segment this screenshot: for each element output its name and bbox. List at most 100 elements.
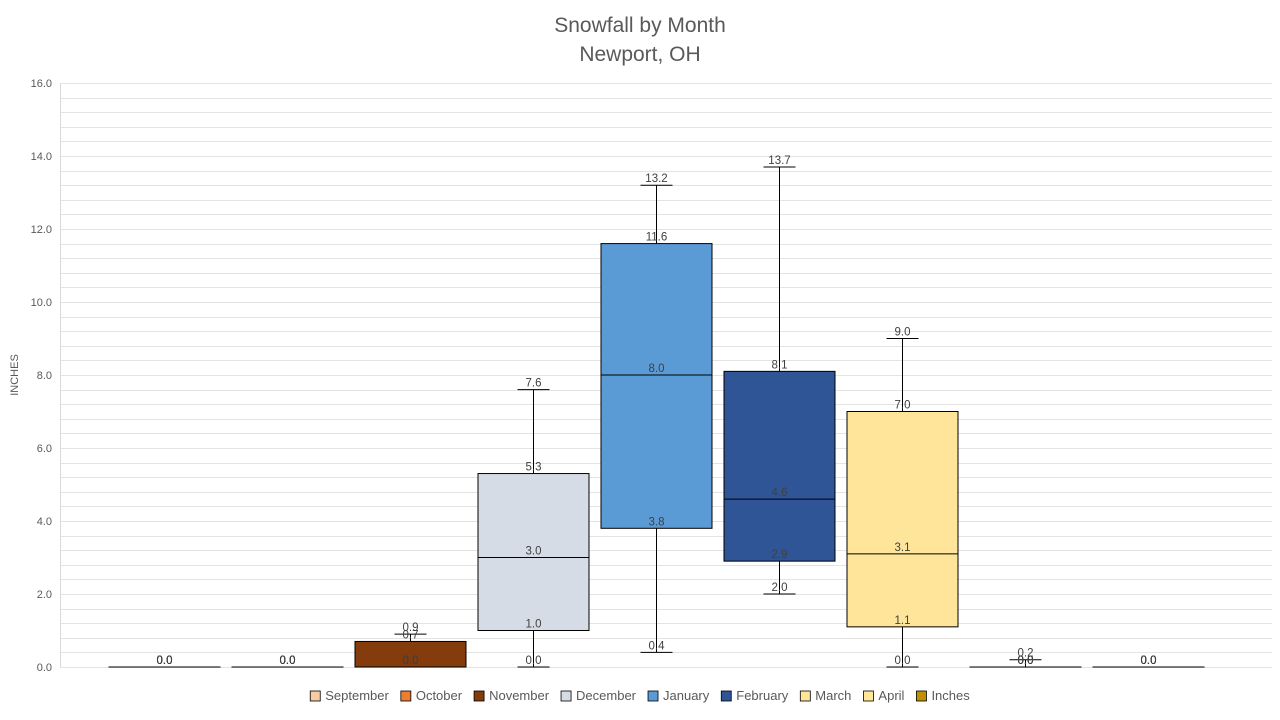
legend-label: January (663, 688, 710, 703)
legend-label: April (878, 688, 904, 703)
data-label: 1.1 (895, 615, 911, 627)
chart-subtitle: Newport, OH (579, 43, 700, 66)
data-label: 0.9 (403, 622, 419, 634)
legend-label: October (416, 688, 463, 703)
y-tick-label: 6.0 (37, 443, 52, 455)
data-label: 0.0 (526, 655, 542, 667)
box-april: 0.00.00.00.00.2 (969, 648, 1082, 668)
data-label: 0.2 (1018, 648, 1034, 660)
data-label: 0.0 (157, 655, 173, 667)
legend-swatch (799, 690, 811, 702)
data-label: 3.8 (649, 516, 665, 528)
box-inches: 0.00.00.00.00.0 (1092, 655, 1205, 668)
data-label: 0.0 (1018, 655, 1034, 667)
box-october: 0.00.00.00.00.0 (231, 655, 344, 668)
data-label: 7.6 (526, 378, 542, 390)
data-label: 13.7 (768, 155, 790, 167)
data-label: 0.0 (157, 655, 173, 667)
legend-swatch (309, 690, 321, 702)
data-label: 7.0 (895, 400, 911, 412)
legend-swatch (400, 690, 412, 702)
box-plots: 0.00.00.00.00.0 0.00.00.00.00.0 0.00.00.00… (108, 155, 1205, 668)
box-november: 0.00.00.00.70.9 (354, 622, 467, 668)
data-label: 0.0 (403, 655, 419, 667)
data-label: 5.3 (526, 462, 542, 474)
data-label: 0.0 (1141, 655, 1157, 667)
legend-item-january: January (647, 688, 710, 703)
data-label: 8.0 (649, 363, 665, 375)
data-label: 8.1 (772, 359, 788, 371)
data-label: 0.0 (280, 655, 296, 667)
data-label: 9.0 (895, 327, 911, 339)
y-tick-label: 16.0 (31, 78, 52, 90)
legend-item-february: February (720, 688, 789, 703)
y-tick-label: 2.0 (37, 589, 52, 601)
iqr-box (846, 411, 959, 628)
data-label: 0.4 (649, 640, 666, 652)
legend-label: Inches (931, 688, 970, 703)
box-december: 0.0 1.0 3.0 5.3 7.6 (477, 378, 590, 668)
y-axis-label: INCHES (9, 354, 21, 396)
legend-label: February (736, 688, 789, 703)
legend-item-november: November (473, 688, 550, 703)
legend-swatch (720, 690, 732, 702)
data-label: 0.0 (1141, 655, 1157, 667)
legend-item-october: October (400, 688, 463, 703)
data-label: 0.7 (403, 629, 419, 641)
data-label: 0.0 (895, 655, 911, 667)
y-axis-ticks: 0.0 2.0 4.0 6.0 8.0 10.0 12.0 14.0 16.0 (31, 78, 52, 674)
box-february: 2.0 2.9 4.6 8.1 13.7 (723, 155, 836, 595)
data-label: 3.0 (526, 546, 542, 558)
data-label: 0.0 (280, 655, 296, 667)
legend-swatch (647, 690, 659, 702)
data-label: 4.6 (772, 487, 788, 499)
data-label: 0.0 (1018, 655, 1034, 667)
legend-swatch (916, 690, 927, 702)
data-label: 0.0 (157, 655, 173, 667)
iqr-box (600, 243, 713, 529)
data-label: 0.0 (1141, 655, 1157, 667)
data-label: 2.9 (772, 549, 788, 561)
data-label: 0.0 (280, 655, 296, 667)
legend-item-september: September (309, 688, 390, 703)
y-tick-label: 0.0 (37, 662, 52, 674)
data-label: 0.0 (1141, 655, 1157, 667)
data-label: 0.0 (157, 655, 173, 667)
data-label: 0.0 (280, 655, 296, 667)
data-label: 2.0 (772, 582, 788, 594)
data-label: 0.0 (280, 655, 296, 667)
y-tick-label: 14.0 (31, 151, 52, 163)
data-label: 0.0 (1018, 655, 1034, 667)
data-label: 1.0 (526, 619, 542, 631)
data-label: 0.0 (1018, 655, 1034, 667)
box-january: 0.4 3.8 8.0 11.6 13.2 (600, 173, 713, 653)
y-tick-label: 8.0 (37, 370, 52, 382)
legend-label: September (325, 688, 389, 703)
y-tick-label: 12.0 (31, 224, 52, 236)
legend-item-december: December (560, 688, 637, 703)
legend-label: March (815, 688, 851, 703)
legend-item-april: April (863, 688, 905, 703)
legend: September October November December January F… (309, 688, 970, 703)
legend-item-march: March (799, 688, 851, 703)
data-label: 11.6 (646, 232, 668, 244)
legend-label: December (576, 688, 637, 703)
data-label: 0.0 (403, 655, 419, 667)
iqr-box (723, 370, 836, 562)
legend-label: November (489, 688, 550, 703)
iqr-box (354, 640, 467, 668)
y-tick-label: 10.0 (31, 297, 52, 309)
box-september: 0.00.00.00.00.0 (108, 655, 221, 668)
data-label: 0.0 (157, 655, 173, 667)
legend-swatch (560, 690, 572, 702)
legend-swatch (473, 690, 485, 702)
data-label: 13.2 (645, 173, 667, 185)
legend-swatch (863, 690, 874, 702)
data-label: 0.0 (403, 655, 419, 667)
data-label: 0.0 (1141, 655, 1157, 667)
box-march: 0.0 1.1 3.1 7.0 9.0 (846, 327, 959, 668)
y-tick-label: 4.0 (37, 516, 52, 528)
legend-item-inches: Inches (916, 688, 970, 703)
data-label: 3.1 (895, 542, 911, 554)
